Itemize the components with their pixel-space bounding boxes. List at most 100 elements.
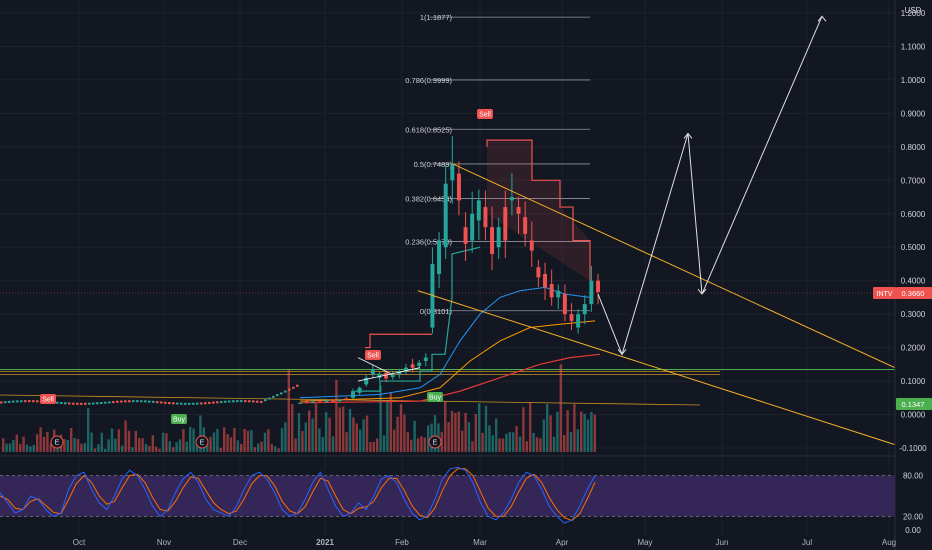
volume-bar <box>8 443 12 452</box>
volume-bar <box>63 439 66 452</box>
volume-bar <box>522 407 525 452</box>
trend-lines[interactable] <box>357 163 896 446</box>
y-tick-label: 0.7000 <box>901 176 926 185</box>
candle-body <box>224 400 227 403</box>
candle-body <box>268 397 271 400</box>
time-axis[interactable]: Oct Nov Dec 2021 Feb Mar Apr May Jun Jul Aug <box>73 538 896 547</box>
volume-bar <box>410 439 413 452</box>
candle-body <box>160 401 163 404</box>
candle-body <box>240 400 243 403</box>
ma-slow-line <box>299 353 601 404</box>
flag-line <box>357 367 421 382</box>
projection-arrowhead <box>617 348 627 356</box>
volume-bar <box>335 379 338 452</box>
candle-body <box>503 207 508 241</box>
candle-body <box>32 400 35 403</box>
volume-bar <box>46 431 49 452</box>
volume-bar <box>253 447 256 452</box>
candle-body <box>72 402 75 405</box>
volume-bar <box>396 416 399 452</box>
y-tick-label: -0.1000 <box>899 444 927 453</box>
projection-arrowhead <box>697 288 707 295</box>
candle-body <box>208 401 211 404</box>
y-tick-label: 0.0000 <box>901 411 926 420</box>
volume-bar <box>461 430 464 452</box>
candle-body <box>136 400 139 403</box>
candle-body <box>120 400 123 403</box>
candle-body <box>172 402 175 405</box>
buy-signal-label: Buy <box>429 395 442 402</box>
volume-bars <box>2 364 596 452</box>
candle-body <box>509 197 514 201</box>
candle-body <box>24 400 27 403</box>
candle-body <box>212 401 215 404</box>
projection-arrowhead <box>683 132 693 139</box>
volume-bar <box>70 427 73 452</box>
volume-bar <box>240 443 243 452</box>
volume-bar <box>467 422 471 452</box>
candle-body <box>104 401 107 404</box>
fib-level-label: 0.5(0.7489) <box>414 160 453 169</box>
volume-bar <box>369 441 372 452</box>
volume-bar <box>338 407 341 452</box>
volume-bar <box>19 443 22 452</box>
candle-body <box>12 400 15 403</box>
volume-bar <box>321 437 324 452</box>
candle-body <box>236 400 239 403</box>
volume-bar <box>22 436 25 452</box>
volume-bar <box>287 370 290 452</box>
candle-body <box>16 400 19 403</box>
fibonacci-retracement[interactable]: 1(1.1877) 0.786(0.9999) 0.618(0.8525) 0.5(0… <box>405 13 590 316</box>
price-axis[interactable]: 1.2000 1.1000 1.0000 0.9000 0.8000 0.7000 0.60… <box>899 9 927 535</box>
candle-body <box>156 401 159 404</box>
candle-body <box>423 357 428 361</box>
earnings-event-marker <box>195 435 209 449</box>
volume-bar <box>114 438 117 452</box>
volume-bar <box>219 447 222 452</box>
volume-bar <box>365 415 369 452</box>
volume-bar <box>512 432 515 452</box>
candle-body <box>140 400 143 403</box>
volume-bar <box>260 441 263 452</box>
volume-bar <box>393 429 396 452</box>
volume-bar <box>440 431 443 452</box>
volume-bar <box>447 422 450 452</box>
candle-body <box>450 163 455 181</box>
y-tick-label: 0.3000 <box>901 310 926 319</box>
volume-bar <box>399 404 403 452</box>
volume-bar <box>246 430 250 452</box>
candle-body <box>364 377 369 385</box>
volume-bar <box>280 428 284 452</box>
candle-body <box>60 401 63 404</box>
candle-body <box>36 400 39 403</box>
upper-trend-line <box>451 163 896 369</box>
volume-bar <box>586 419 590 452</box>
volume-bar <box>274 446 277 452</box>
candle-body <box>403 367 408 372</box>
support-label: 0.1347 <box>902 400 925 409</box>
candle-body <box>337 399 342 402</box>
volume-bar <box>566 410 569 452</box>
volume-bar <box>124 420 127 452</box>
volume-bar <box>144 443 148 452</box>
volume-bar <box>291 404 294 452</box>
volume-bar <box>301 430 304 452</box>
lower-trend-line <box>417 290 896 446</box>
horizontal-lines[interactable] <box>0 368 895 406</box>
earnings-event-marker <box>50 435 64 449</box>
candle-body <box>168 402 171 405</box>
candle-body <box>569 314 574 321</box>
volume-bar <box>104 448 107 452</box>
candle-body <box>476 200 481 221</box>
candle-body <box>276 394 279 397</box>
candle-body <box>483 207 488 228</box>
projection-path[interactable] <box>597 15 827 356</box>
volume-bar <box>515 426 518 452</box>
candle-body <box>80 402 83 405</box>
volume-bar <box>549 415 552 452</box>
volume-bar <box>569 432 573 452</box>
volume-bar <box>185 441 188 452</box>
candle-body <box>543 274 548 288</box>
